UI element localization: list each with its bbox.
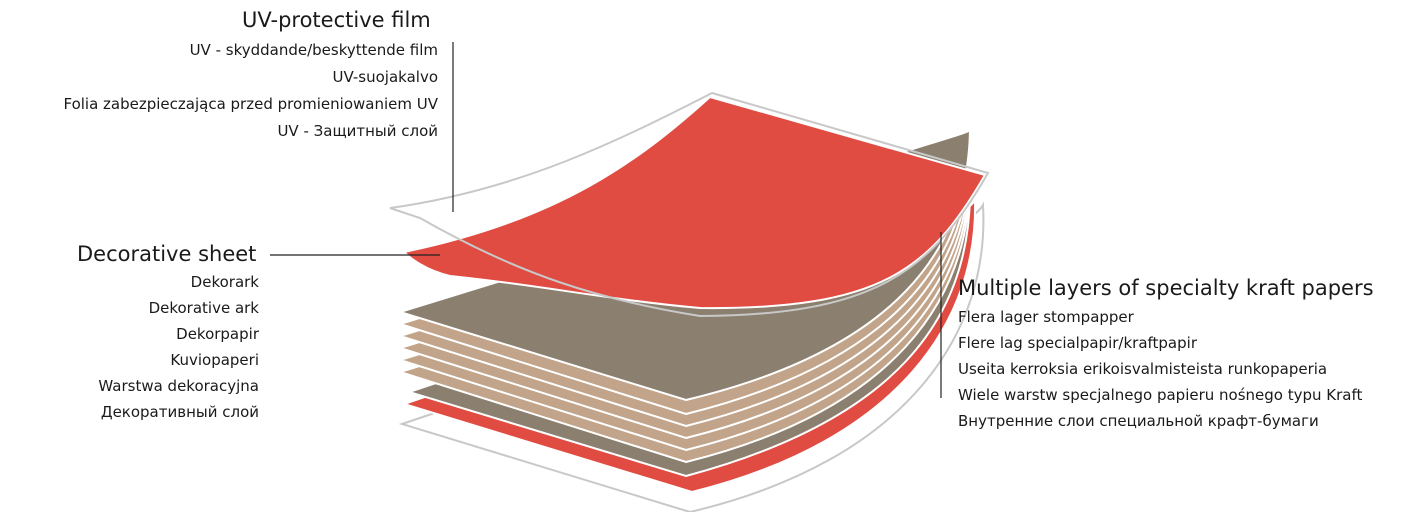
uv-film-title: UV-protective film: [242, 8, 431, 32]
uv-film-translation: UV - skyddande/beskyttende film: [189, 41, 438, 59]
kraft-papers-translation: Внутренние слои специальной крафт-бумаги: [958, 412, 1319, 430]
kraft-papers-translation: Wiele warstw specjalnego papieru nośnego…: [958, 386, 1363, 404]
kraft-papers-title: Multiple layers of specialty kraft paper…: [958, 276, 1374, 300]
uv-film-translation: UV - Защитный слой: [277, 122, 438, 140]
uv-film-layer: [389, 91, 990, 318]
decorative-sheet-translation: Dekorative ark: [148, 299, 259, 317]
decorative-sheet-translation: Kuviopaperi: [170, 351, 259, 369]
decorative-sheet-translation: Декоративный слой: [100, 403, 259, 421]
kraft-papers-translation: Flere lag specialpapir/kraftpapir: [958, 334, 1197, 352]
decorative-sheet-translation: Warstwa dekoracyjna: [98, 377, 259, 395]
decorative-sheet-layer: [401, 95, 987, 310]
uv-film-translation: UV-suojakalvo: [332, 68, 438, 86]
decorative-sheet-title: Decorative sheet: [77, 242, 257, 266]
decorative-sheet-translation: Dekorpapir: [176, 325, 259, 343]
uv-film-translation: Folia zabezpieczająca przed promieniowan…: [63, 95, 438, 113]
decorative-sheet-translation: Dekorark: [190, 273, 259, 291]
kraft-papers-translation: Useita kerroksia erikoisvalmisteista run…: [958, 360, 1328, 378]
kraft-papers-translation: Flera lager stompapper: [958, 308, 1134, 326]
